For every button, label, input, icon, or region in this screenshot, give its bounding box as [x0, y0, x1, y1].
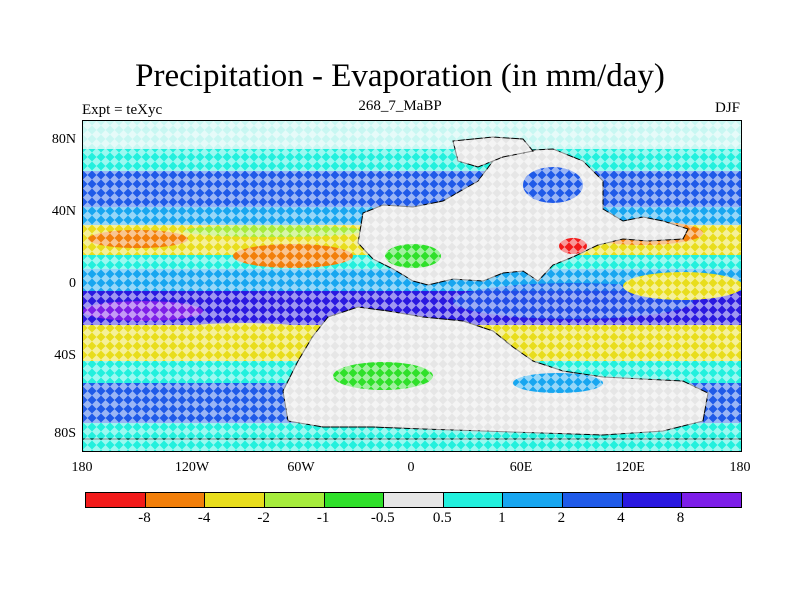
colorbar-swatch-7	[503, 493, 564, 507]
colorbar-swatch-10	[682, 493, 742, 507]
stipple-overlay	[83, 121, 741, 451]
colorbar-label-8: 4	[617, 510, 625, 526]
colorbar-label-9: 8	[676, 510, 685, 526]
colorbar-label-3: -1	[316, 510, 330, 526]
x-tick-60w: 60W	[287, 460, 315, 475]
colorbar-label-4: -0.5	[370, 510, 395, 526]
y-tick-80n: 80N	[51, 132, 76, 147]
precip-evap-map	[83, 121, 741, 451]
x-tick-180e: 180	[729, 460, 751, 475]
colorbar-label-0: -8	[138, 510, 151, 526]
colorbar-swatch-6	[443, 493, 504, 507]
x-tick-120e: 120E	[615, 460, 645, 475]
colorbar-swatch-5	[384, 493, 444, 507]
experiment-label: Expt = teXyc	[82, 102, 163, 118]
colorbar-swatch-3	[264, 493, 325, 507]
colorbar-swatch-0	[86, 493, 146, 507]
colorbar-swatch-4	[324, 493, 385, 507]
colorbar-label-5: 0.5	[432, 510, 452, 526]
season-label: DJF	[714, 100, 740, 116]
colorbar-swatch-2	[205, 493, 265, 507]
y-tick-0: 0	[69, 276, 76, 291]
x-tick-60e: 60E	[509, 460, 533, 475]
colorbar-swatch-9	[622, 493, 683, 507]
x-tick-120w: 120W	[174, 460, 210, 475]
colorbar	[85, 492, 742, 508]
colorbar-label-7: 2	[557, 510, 566, 526]
colorbar-swatch-1	[145, 493, 206, 507]
y-tick-40n: 40N	[51, 204, 76, 219]
x-tick-180w: 180	[71, 460, 93, 475]
colorbar-label-6: 1	[498, 510, 506, 526]
colorbar-label-2: -2	[257, 510, 270, 526]
x-tick-0: 0	[407, 460, 415, 475]
plot-title: Precipitation - Evaporation (in mm/day)	[135, 58, 665, 94]
colorbar-label-1: -4	[197, 510, 211, 526]
map-panel	[82, 120, 742, 452]
y-tick-40s: 40S	[54, 348, 76, 363]
plot-subtitle: 268_7_MaBP	[358, 98, 442, 114]
y-tick-80s: 80S	[54, 426, 76, 441]
colorbar-swatch-8	[563, 493, 623, 507]
